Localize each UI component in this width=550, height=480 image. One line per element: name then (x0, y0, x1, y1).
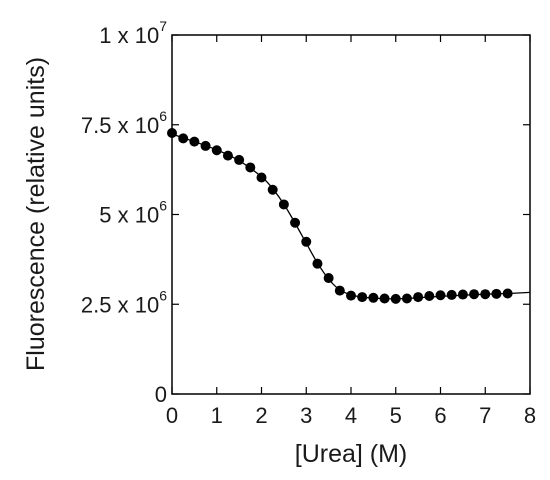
y-tick-exponent: 7 (159, 18, 167, 34)
y-tick-mantissa: 0 (155, 382, 167, 407)
data-point (379, 293, 390, 304)
data-point (301, 236, 312, 247)
y-tick-mantissa: 1 x 10 (99, 23, 159, 48)
x-tick-label: 6 (434, 403, 446, 428)
data-point (278, 199, 289, 210)
x-tick-label: 7 (479, 403, 491, 428)
data-point (424, 290, 435, 301)
data-point (480, 289, 491, 300)
x-tick-label: 1 (211, 403, 223, 428)
y-tick-label: 1 x 107 (99, 18, 167, 48)
data-point (290, 217, 301, 228)
data-point (323, 273, 334, 284)
data-point (189, 136, 200, 147)
data-point (401, 293, 412, 304)
data-point (178, 133, 189, 144)
data-point (267, 184, 278, 195)
x-tick-label: 5 (390, 403, 402, 428)
data-point (413, 292, 424, 303)
y-tick-label: 2.5 x 106 (81, 287, 167, 317)
data-point (346, 290, 356, 301)
y-tick-mantissa: 5 x 10 (99, 203, 159, 228)
data-point (502, 288, 513, 299)
data-point (446, 289, 457, 300)
data-point (469, 289, 480, 300)
data-point (334, 285, 345, 296)
y-tick-label: 5 x 106 (99, 198, 167, 228)
y-tick-mantissa: 2.5 x 10 (81, 292, 159, 317)
data-point (435, 290, 446, 301)
x-tick-label: 0 (166, 403, 178, 428)
y-tick-exponent: 6 (159, 287, 167, 303)
x-tick-label: 3 (300, 403, 312, 428)
y-tick-label: 0 (155, 382, 167, 407)
x-tick-label: 4 (345, 403, 357, 428)
y-tick-exponent: 6 (159, 198, 167, 214)
data-point (256, 172, 267, 183)
y-tick-mantissa: 7.5 x 10 (81, 113, 159, 138)
data-point (245, 162, 256, 173)
data-point (457, 289, 468, 300)
data-point (211, 145, 222, 156)
y-axis-label: Fluorescence (relative units) (22, 57, 50, 371)
x-axis-label: [Urea] (M) (295, 440, 408, 468)
data-point (222, 150, 233, 161)
y-tick-exponent: 6 (159, 108, 167, 124)
data-point (312, 258, 323, 269)
x-tick-label: 8 (524, 403, 536, 428)
axis-labels-layer: [Urea] (M) Fluorescence (relative units) (22, 57, 407, 468)
data-points-layer (167, 128, 513, 304)
data-point (200, 140, 211, 151)
y-tick-label: 7.5 x 106 (81, 108, 167, 138)
data-point (390, 293, 401, 304)
data-point (368, 292, 379, 303)
x-tick-label: 2 (255, 403, 267, 428)
data-point (234, 154, 245, 165)
data-point (491, 288, 502, 299)
data-point (357, 292, 368, 303)
plot-area-frame (171, 34, 531, 395)
